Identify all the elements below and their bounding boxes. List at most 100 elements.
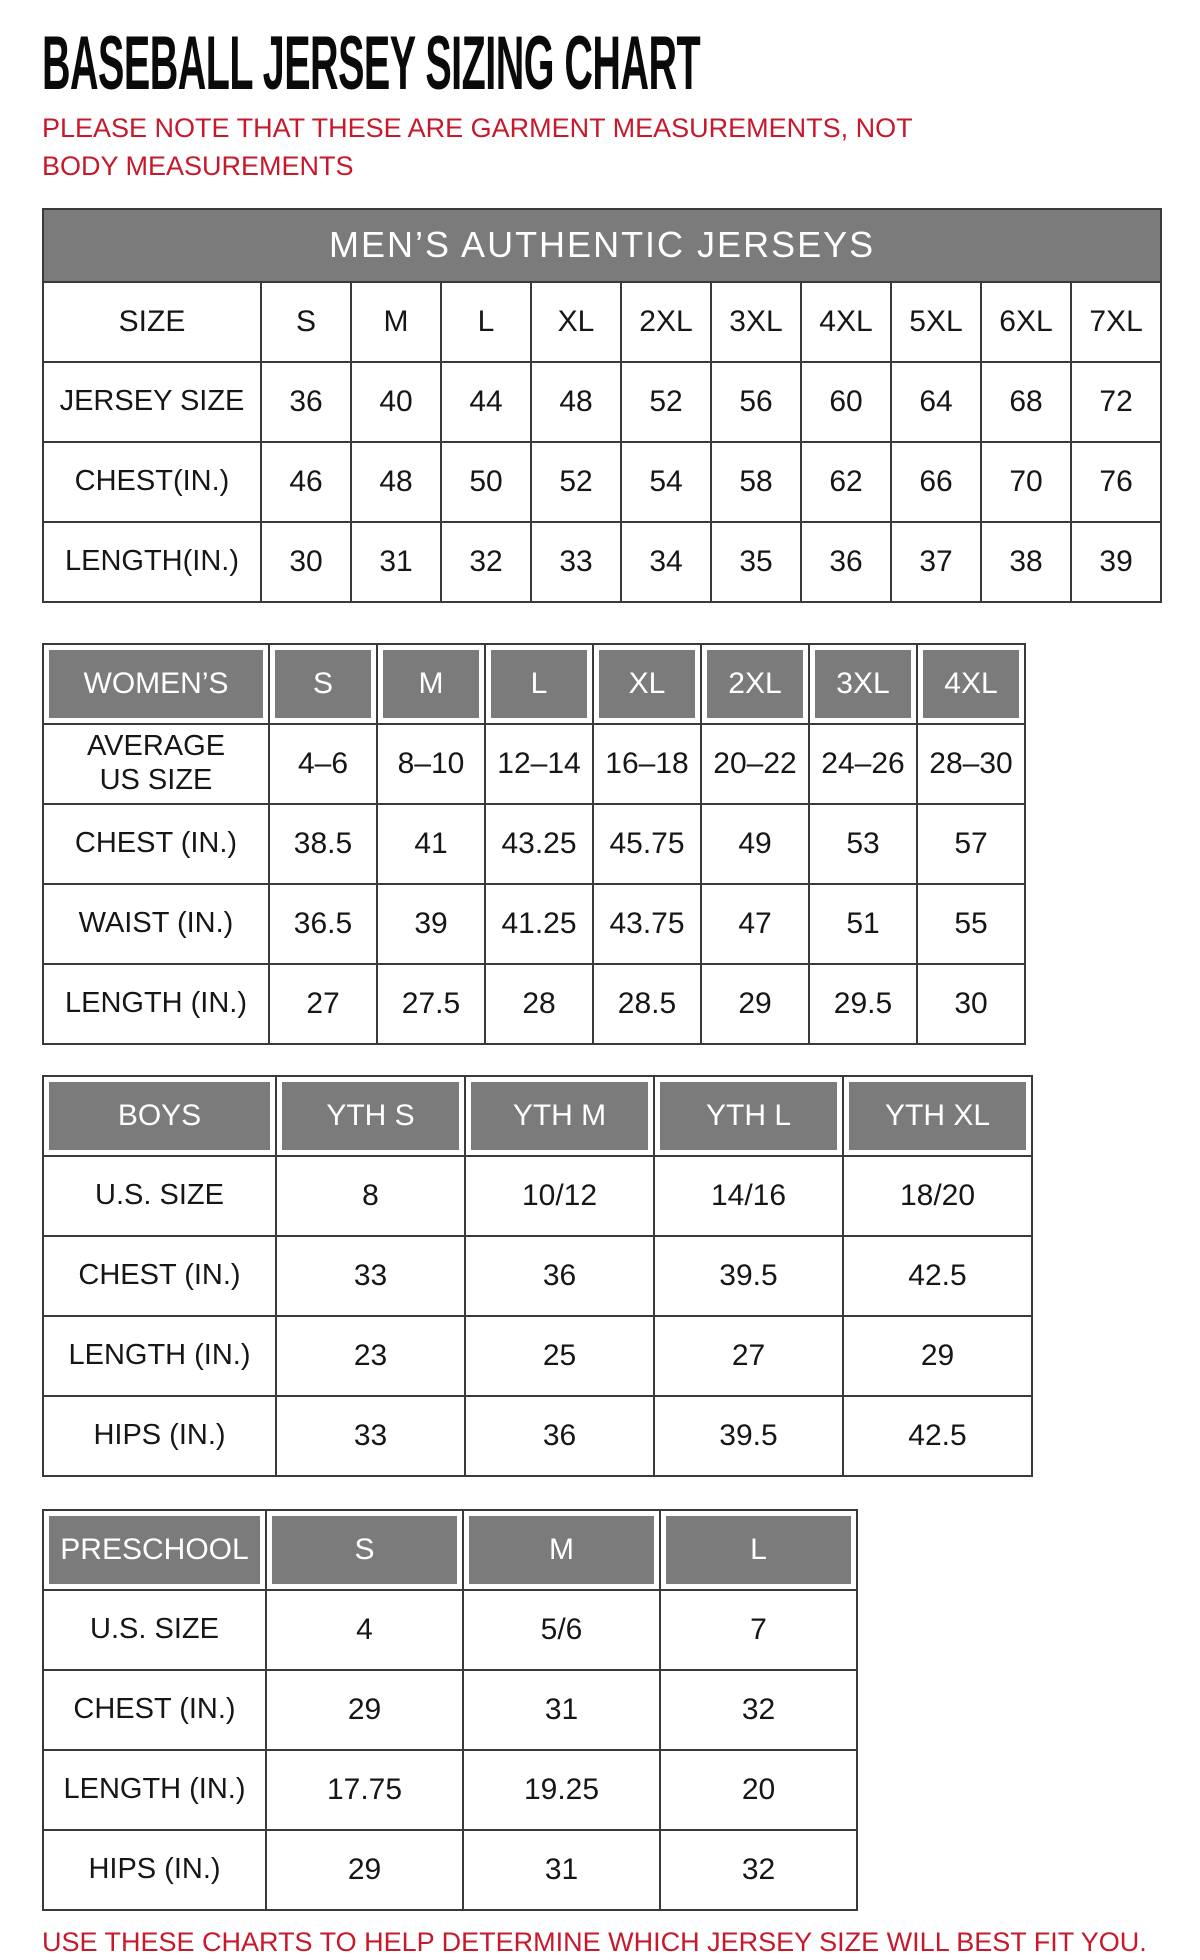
boys-size-header: YTH M bbox=[464, 1074, 655, 1157]
preschool-row-label: CHEST (IN.) bbox=[42, 1668, 267, 1751]
mens-value-cell: 39 bbox=[1069, 520, 1163, 603]
preschool-value-cell: 20 bbox=[659, 1748, 858, 1831]
mens-size-header: 4XL bbox=[800, 280, 892, 363]
preschool-row: CHEST (IN.) 29 31 32 bbox=[42, 1668, 858, 1751]
womens-value-cell: 29 bbox=[700, 962, 810, 1045]
boys-corner-header: BOYS bbox=[42, 1074, 277, 1157]
womens-value-cell: 4–6 bbox=[268, 722, 378, 805]
preschool-value-cell: 7 bbox=[659, 1588, 858, 1671]
boys-table: BOYS YTH S YTH M YTH L YTH XL U.S. SIZE 8 10/12… bbox=[42, 1074, 1033, 1477]
page-title: BASEBALL JERSEY SIZING CHART bbox=[42, 26, 1200, 102]
boys-row-label: LENGTH (IN.) bbox=[42, 1314, 277, 1397]
womens-value-cell: 29.5 bbox=[808, 962, 918, 1045]
mens-value-cell: 62 bbox=[800, 440, 892, 523]
preschool-value-cell: 32 bbox=[659, 1828, 858, 1911]
mens-size-header: S bbox=[260, 280, 352, 363]
boys-row: CHEST (IN.) 33 36 39.5 42.5 bbox=[42, 1234, 1033, 1317]
womens-corner-header: WOMEN’S bbox=[42, 642, 270, 725]
mens-value-cell: 48 bbox=[530, 360, 622, 443]
mens-size-header: 3XL bbox=[710, 280, 802, 363]
boys-value-cell: 14/16 bbox=[653, 1154, 844, 1237]
mens-value-cell: 33 bbox=[530, 520, 622, 603]
womens-row: LENGTH (IN.) 27 27.5 28 28.5 29 29.5 30 bbox=[42, 962, 1026, 1045]
mens-value-cell: 38 bbox=[980, 520, 1072, 603]
preschool-row-label: HIPS (IN.) bbox=[42, 1828, 267, 1911]
boys-value-cell: 33 bbox=[275, 1394, 466, 1477]
womens-row-label: WAIST (IN.) bbox=[42, 882, 270, 965]
womens-value-cell: 55 bbox=[916, 882, 1026, 965]
boys-value-cell: 29 bbox=[842, 1314, 1033, 1397]
boys-value-cell: 10/12 bbox=[464, 1154, 655, 1237]
boys-sizing-table: BOYS YTH S YTH M YTH L YTH XL U.S. SIZE 8 10/12… bbox=[42, 1074, 1200, 1477]
womens-value-cell: 57 bbox=[916, 802, 1026, 885]
mens-value-cell: 54 bbox=[620, 440, 712, 523]
preschool-corner-header: PRESCHOOL bbox=[42, 1508, 267, 1591]
preschool-value-cell: 19.25 bbox=[462, 1748, 661, 1831]
mens-size-header: M bbox=[350, 280, 442, 363]
mens-row: LENGTH(IN.) 30 31 32 33 34 35 36 37 38 39 bbox=[42, 520, 1163, 603]
womens-table: WOMEN’S S M L XL 2XL 3XL 4XL AVERAGE US SIZE 4–6 8… bbox=[42, 642, 1026, 1045]
womens-value-cell: 43.75 bbox=[592, 882, 702, 965]
mens-value-cell: 58 bbox=[710, 440, 802, 523]
womens-size-header: 2XL bbox=[700, 642, 810, 725]
womens-size-header: XL bbox=[592, 642, 702, 725]
womens-value-cell: 24–26 bbox=[808, 722, 918, 805]
preschool-value-cell: 29 bbox=[265, 1828, 464, 1911]
mens-value-cell: 30 bbox=[260, 520, 352, 603]
mens-table: MEN’S AUTHENTIC JERSEYS SIZE S M L XL 2XL 3XL 4X… bbox=[41, 207, 1163, 603]
womens-row-label: LENGTH (IN.) bbox=[42, 962, 270, 1045]
boys-size-header: YTH S bbox=[275, 1074, 466, 1157]
sizing-tables: MEN’S AUTHENTIC JERSEYS SIZE S M L XL 2XL 3XL 4X… bbox=[41, 207, 1200, 1911]
mens-size-header: 5XL bbox=[890, 280, 982, 363]
mens-size-header: 7XL bbox=[1069, 280, 1163, 363]
boys-value-cell: 27 bbox=[653, 1314, 844, 1397]
boys-value-cell: 42.5 bbox=[842, 1234, 1033, 1317]
womens-row: AVERAGE US SIZE 4–6 8–10 12–14 16–18 20–22 24–… bbox=[42, 722, 1026, 805]
womens-value-cell: 27.5 bbox=[376, 962, 486, 1045]
womens-value-cell: 41.25 bbox=[484, 882, 594, 965]
mens-row: CHEST(IN.) 46 48 50 52 54 58 62 66 70 76 bbox=[42, 440, 1163, 523]
boys-row-label: CHEST (IN.) bbox=[42, 1234, 277, 1317]
womens-value-cell: 38.5 bbox=[268, 802, 378, 885]
mens-value-cell: 48 bbox=[350, 440, 442, 523]
mens-value-cell: 37 bbox=[890, 520, 982, 603]
mens-value-cell: 60 bbox=[800, 360, 892, 443]
womens-value-cell: 49 bbox=[700, 802, 810, 885]
mens-size-header: 6XL bbox=[980, 280, 1072, 363]
page-title-text: BASEBALL JERSEY SIZING CHART bbox=[42, 21, 701, 106]
womens-value-cell: 39 bbox=[376, 882, 486, 965]
preschool-row-label: LENGTH (IN.) bbox=[42, 1748, 267, 1831]
womens-value-cell: 8–10 bbox=[376, 722, 486, 805]
mens-value-cell: 34 bbox=[620, 520, 712, 603]
preschool-table: PRESCHOOL S M L U.S. SIZE 4 5/6 7 CHEST (IN.) 29 3… bbox=[42, 1508, 858, 1911]
boys-value-cell: 42.5 bbox=[842, 1394, 1033, 1477]
mens-value-cell: 66 bbox=[890, 440, 982, 523]
womens-value-cell: 12–14 bbox=[484, 722, 594, 805]
preschool-sizing-table: PRESCHOOL S M L U.S. SIZE 4 5/6 7 CHEST (IN.) 29 3… bbox=[42, 1508, 1200, 1911]
garment-measurement-note: PLEASE NOTE THAT THESE ARE GARMENT MEASU… bbox=[42, 113, 913, 181]
mens-value-cell: 68 bbox=[980, 360, 1072, 443]
mens-value-cell: 31 bbox=[350, 520, 442, 603]
page-header: BASEBALL JERSEY SIZING CHART PLEASE NOTE… bbox=[42, 26, 1200, 186]
womens-row-label: AVERAGE US SIZE bbox=[42, 722, 270, 805]
womens-value-cell: 41 bbox=[376, 802, 486, 885]
mens-value-cell: 40 bbox=[350, 360, 442, 443]
mens-value-cell: 52 bbox=[530, 440, 622, 523]
preschool-value-cell: 4 bbox=[265, 1588, 464, 1671]
preschool-size-header: S bbox=[265, 1508, 464, 1591]
mens-value-cell: 70 bbox=[980, 440, 1072, 523]
womens-value-cell: 20–22 bbox=[700, 722, 810, 805]
mens-size-header: XL bbox=[530, 280, 622, 363]
boys-row: U.S. SIZE 8 10/12 14/16 18/20 bbox=[42, 1154, 1033, 1237]
womens-sizing-table: WOMEN’S S M L XL 2XL 3XL 4XL AVERAGE US SIZE 4–6 8… bbox=[42, 642, 1200, 1045]
boys-value-cell: 36 bbox=[464, 1394, 655, 1477]
boys-size-header: YTH XL bbox=[842, 1074, 1033, 1157]
boys-value-cell: 33 bbox=[275, 1234, 466, 1317]
mens-value-cell: 72 bbox=[1069, 360, 1163, 443]
womens-value-cell: 16–18 bbox=[592, 722, 702, 805]
footer-note: USE THESE CHARTS TO HELP DETERMINE WHICH… bbox=[42, 1926, 1147, 1957]
preschool-value-cell: 31 bbox=[462, 1828, 661, 1911]
womens-row-label: CHEST (IN.) bbox=[42, 802, 270, 885]
mens-size-header: 2XL bbox=[620, 280, 712, 363]
